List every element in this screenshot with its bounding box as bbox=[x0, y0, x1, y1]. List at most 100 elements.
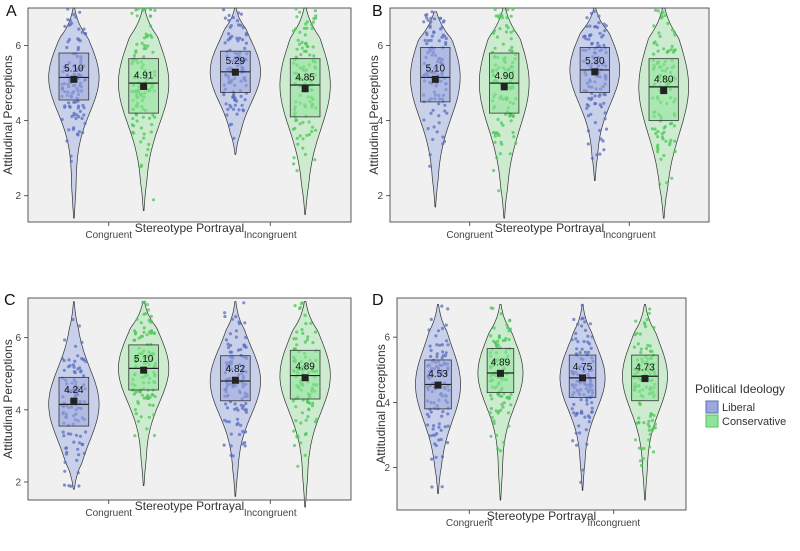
legend-label-conservative: Conservative bbox=[722, 416, 786, 428]
box-liberal-congruent bbox=[420, 47, 451, 103]
data-point bbox=[506, 326, 510, 330]
data-point bbox=[428, 24, 432, 28]
data-point bbox=[505, 323, 509, 327]
data-point bbox=[74, 344, 78, 348]
data-point bbox=[444, 323, 448, 327]
data-point bbox=[669, 48, 673, 52]
data-point bbox=[496, 132, 500, 136]
data-point bbox=[502, 440, 506, 445]
data-point bbox=[594, 24, 598, 29]
data-point bbox=[68, 105, 72, 109]
data-point bbox=[142, 330, 146, 334]
data-point bbox=[66, 40, 70, 44]
data-point bbox=[491, 306, 495, 310]
data-point bbox=[147, 116, 152, 120]
data-point bbox=[590, 406, 594, 410]
data-point bbox=[292, 429, 296, 433]
data-point bbox=[311, 20, 315, 24]
data-point bbox=[302, 49, 307, 53]
data-point bbox=[601, 139, 605, 143]
data-point bbox=[296, 142, 300, 146]
y-axis-label: Attitudinal Perceptions bbox=[367, 55, 381, 174]
data-point bbox=[295, 435, 299, 439]
data-point bbox=[662, 126, 666, 130]
data-point bbox=[139, 163, 144, 167]
data-point bbox=[446, 412, 450, 416]
data-point bbox=[584, 37, 588, 41]
data-point bbox=[571, 439, 575, 443]
data-point bbox=[306, 415, 310, 419]
data-point bbox=[150, 329, 154, 333]
data-point bbox=[659, 12, 663, 16]
data-point bbox=[234, 329, 238, 333]
data-point bbox=[494, 409, 498, 413]
data-point bbox=[310, 26, 314, 30]
data-point bbox=[436, 329, 441, 333]
data-point bbox=[502, 401, 506, 405]
data-point bbox=[597, 94, 601, 98]
data-point bbox=[233, 402, 237, 406]
data-point bbox=[65, 45, 69, 50]
data-point bbox=[303, 433, 307, 437]
data-point bbox=[229, 24, 233, 28]
data-point bbox=[293, 126, 297, 131]
data-point bbox=[588, 24, 592, 28]
data-point bbox=[434, 334, 438, 338]
data-point bbox=[233, 98, 237, 102]
data-point bbox=[144, 46, 148, 51]
data-point bbox=[144, 312, 148, 316]
y-axis-label: Attitudinal Perceptions bbox=[1, 339, 15, 458]
data-point bbox=[488, 411, 492, 415]
data-point bbox=[147, 415, 151, 419]
data-point bbox=[63, 105, 67, 109]
data-point bbox=[497, 189, 501, 193]
data-point bbox=[244, 335, 248, 339]
data-point bbox=[294, 405, 298, 409]
data-point bbox=[292, 156, 296, 160]
data-point bbox=[142, 326, 146, 330]
data-point bbox=[579, 398, 583, 402]
data-point bbox=[666, 21, 670, 26]
data-point bbox=[237, 432, 242, 437]
data-point bbox=[580, 317, 584, 321]
data-point bbox=[489, 334, 493, 338]
legend-title: Political Ideology bbox=[695, 382, 785, 396]
data-point bbox=[603, 111, 607, 115]
data-point bbox=[666, 49, 670, 53]
data-point bbox=[648, 344, 652, 348]
data-point bbox=[653, 422, 658, 426]
data-point bbox=[142, 43, 147, 48]
data-point bbox=[437, 425, 441, 429]
data-point bbox=[149, 314, 153, 318]
data-point bbox=[576, 340, 580, 344]
mean-marker bbox=[496, 369, 504, 377]
data-point bbox=[429, 410, 433, 414]
data-point bbox=[508, 152, 512, 156]
data-point bbox=[586, 334, 590, 338]
data-point bbox=[506, 395, 510, 399]
data-point bbox=[225, 113, 229, 117]
data-point bbox=[572, 411, 576, 415]
data-point bbox=[647, 428, 651, 432]
data-point bbox=[306, 45, 310, 49]
data-point bbox=[222, 8, 226, 12]
y-tick-label: 2 bbox=[377, 191, 383, 202]
data-point bbox=[642, 446, 646, 451]
data-point bbox=[228, 103, 232, 107]
legend-label-liberal: Liberal bbox=[722, 402, 755, 414]
data-point bbox=[439, 16, 443, 20]
data-point bbox=[313, 158, 317, 162]
data-point bbox=[312, 54, 316, 58]
data-point bbox=[509, 113, 513, 117]
data-point bbox=[74, 15, 78, 19]
data-point bbox=[302, 26, 306, 30]
data-point bbox=[601, 33, 605, 37]
data-point bbox=[440, 414, 444, 418]
data-point bbox=[84, 430, 88, 434]
data-point bbox=[232, 107, 236, 111]
data-point bbox=[492, 326, 496, 330]
legend-item-conservative: Conservative bbox=[705, 414, 786, 428]
data-point bbox=[77, 115, 81, 119]
data-point bbox=[655, 145, 660, 149]
